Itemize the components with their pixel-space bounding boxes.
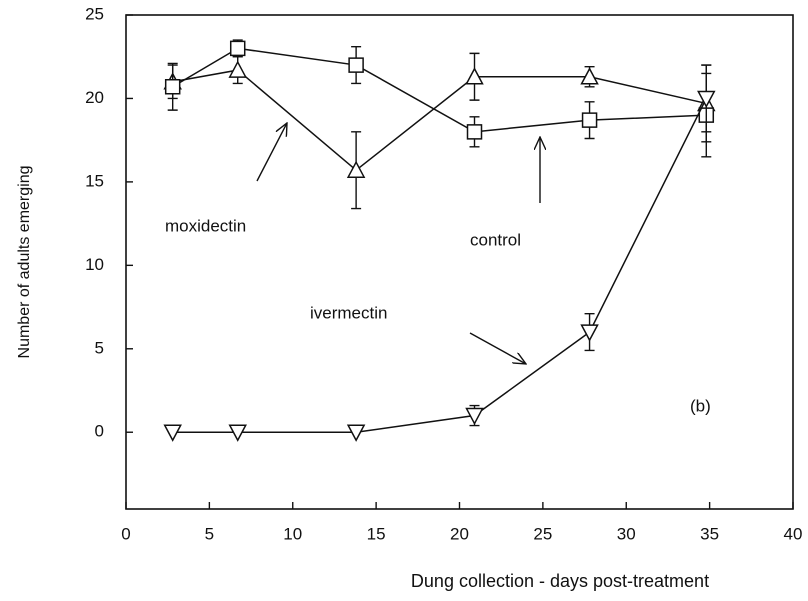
x-tick-label: 30 <box>617 524 636 543</box>
y-tick-label: 25 <box>85 4 104 23</box>
series-annotation: control <box>470 230 521 249</box>
data-point <box>581 112 598 128</box>
data-point <box>580 67 599 85</box>
series-line <box>172 69 707 172</box>
data-point <box>164 79 181 95</box>
data-point <box>465 67 484 85</box>
data-point <box>580 324 599 342</box>
x-tick-label: 25 <box>533 524 552 543</box>
y-axis-label: Number of adults emerging <box>16 166 33 359</box>
x-tick-label: 35 <box>700 524 719 543</box>
series-line <box>172 98 707 433</box>
x-tick-label: 20 <box>450 524 469 543</box>
data-point <box>466 124 483 140</box>
data-point <box>348 57 364 73</box>
data-point <box>163 424 182 442</box>
data-point <box>228 60 247 78</box>
x-tick-label: 0 <box>121 524 130 543</box>
y-tick-label: 10 <box>85 255 104 274</box>
x-tick-label: 5 <box>205 524 214 543</box>
y-tick-label: 20 <box>85 88 104 107</box>
x-axis-label: Dung collection - days post-treatment <box>411 571 709 591</box>
x-tick-label: 15 <box>367 524 386 543</box>
data-point <box>229 40 246 57</box>
x-tick-label: 10 <box>283 524 302 543</box>
series-annotation: moxidectin <box>165 216 246 235</box>
data-point <box>697 90 716 109</box>
panel-label: (b) <box>690 396 711 415</box>
data-point <box>228 424 247 442</box>
data-point <box>346 424 366 442</box>
series-line <box>172 47 707 133</box>
annotation-arrow <box>256 123 287 182</box>
x-tick-label: 40 <box>784 524 803 543</box>
annotation-arrow <box>469 332 526 364</box>
series-annotation: ivermectin <box>310 303 387 322</box>
y-tick-label: 5 <box>95 338 104 357</box>
data-point <box>465 407 484 426</box>
y-tick-label: 0 <box>95 422 104 441</box>
data-point <box>346 160 366 178</box>
y-tick-label: 15 <box>85 171 104 190</box>
